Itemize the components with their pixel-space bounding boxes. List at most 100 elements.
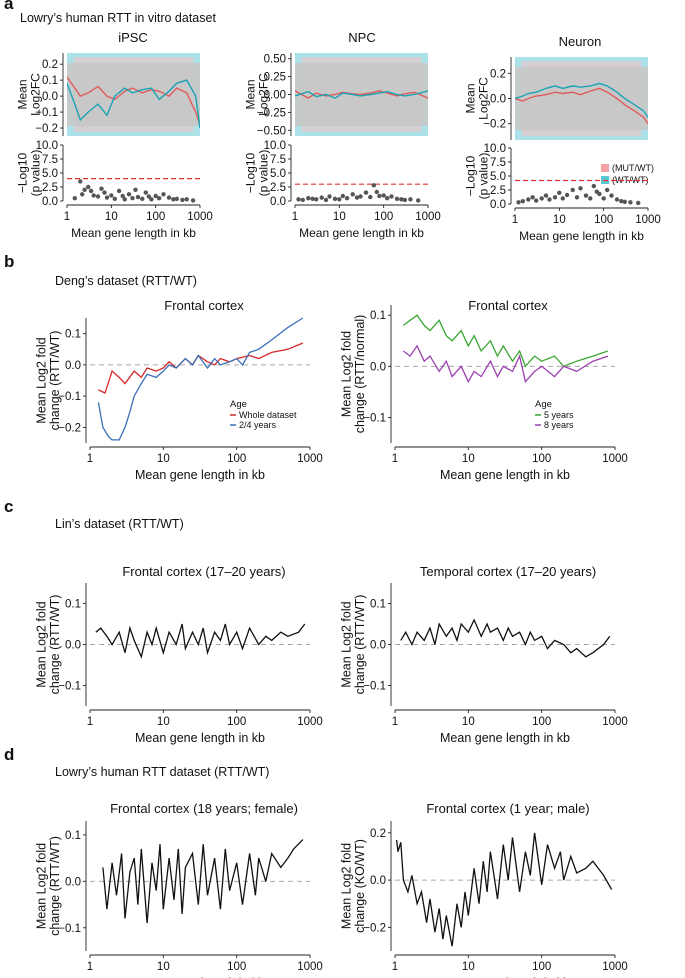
- a-neuron-p-point: [552, 195, 558, 200]
- b-right-xtick-label: 100: [532, 453, 551, 465]
- a-neuron-p-ylabel-line: −Log10: [464, 155, 478, 196]
- d-left-ytick-label: 0.1: [65, 830, 81, 842]
- a-ipsc-fc-ytick-label: 0.0: [42, 91, 58, 103]
- a-neuron-p-point: [539, 196, 544, 201]
- panel-label-b: b: [4, 252, 15, 271]
- d-left-xtick-label: 1000: [297, 961, 323, 973]
- d-right-xtick-label: 100: [532, 961, 551, 973]
- a-npc-fc-ytick-label: 0.25: [264, 72, 286, 84]
- a-ipsc-p-point: [116, 188, 122, 194]
- d-right-xtick-label: 1000: [602, 961, 628, 973]
- b-right-legend-label: 8 years: [544, 420, 574, 430]
- b-left-title: Frontal cortex: [164, 298, 244, 313]
- a-npc-p-point: [408, 197, 413, 202]
- b-left-ylabel-line: change (RTT/WT): [48, 331, 62, 431]
- b-left-xtick-label: 100: [227, 453, 246, 465]
- d-right-title: Frontal cortex (1 year; male): [426, 801, 589, 816]
- a-ipsc-p-point: [161, 192, 166, 197]
- a-npc-fc-ytick-label: −0.25: [257, 107, 286, 119]
- a-ipsc-fc-ytick-label: 0.2: [42, 59, 58, 71]
- a-neuron-p-point: [516, 200, 521, 205]
- a-ipsc-p-point: [95, 194, 101, 199]
- a-neuron-p-ylabel-line: (p value): [477, 153, 491, 200]
- b-right-ylabel-line: Mean Log2 fold: [339, 331, 353, 417]
- a-npc-p-point: [394, 196, 400, 201]
- a-neuron-p-point: [628, 200, 633, 205]
- a-ipsc-p-ytick-label: 2.5: [42, 182, 58, 194]
- a-ipsc-fc-title: iPSC: [118, 30, 148, 45]
- a-neuron-p-point: [526, 197, 531, 202]
- a-npc-p-point: [310, 196, 315, 201]
- a-npc-p-xtick-label: 10: [333, 211, 346, 223]
- d-left-title: Frontal cortex (18 years; female): [110, 801, 298, 816]
- a-ipsc-p-point: [86, 184, 91, 190]
- d-left-series-0: [102, 839, 304, 924]
- c-left-ytick-label: −0.1: [58, 681, 81, 693]
- b-left-legend-label: Whole dataset: [239, 410, 297, 420]
- a-ipsc-p-point: [140, 196, 145, 201]
- a-npc-p-point: [389, 194, 394, 199]
- a-ipsc-p-point: [174, 196, 179, 201]
- b-right-title: Frontal cortex: [468, 298, 548, 313]
- a-ipsc-p-point: [88, 188, 94, 194]
- a-npc-fc-series-1: [295, 90, 428, 99]
- d-left-ytick-label: −0.1: [58, 923, 81, 935]
- a-neuron-p-point: [588, 196, 593, 201]
- a-npc-fc-title: NPC: [348, 30, 375, 45]
- d-right-ytick-label: 0.0: [370, 875, 386, 887]
- legend-label-mut: (MUT/WT): [612, 163, 654, 173]
- c-right-title: Temporal cortex (17–20 years): [420, 564, 596, 579]
- a-neuron-p-point: [619, 199, 624, 204]
- a-neuron-p-point: [614, 197, 620, 202]
- a-npc-p-point: [344, 196, 350, 201]
- a-npc-p-point: [337, 197, 342, 202]
- d-left-ylabel-line: Mean Log2 fold: [34, 843, 48, 929]
- a-npc-p-point: [350, 192, 355, 197]
- a-npc-p-point: [296, 197, 301, 202]
- a-npc-p-point: [300, 197, 305, 203]
- a-neuron-p-point: [609, 193, 614, 198]
- a-ipsc-p-point: [133, 187, 138, 192]
- a-ipsc-p-point: [153, 193, 158, 199]
- a-neuron-fc-ytick-label: 0.2: [490, 68, 506, 80]
- a-neuron-p-xtick-label: 1000: [635, 214, 661, 226]
- c-left-xlabel: Mean gene length in kb: [135, 731, 265, 745]
- a-ipsc-p-point: [122, 197, 127, 202]
- a-ipsc-p-point: [171, 197, 176, 202]
- a-npc-p-point: [358, 194, 363, 199]
- d-right-xlabel: Mean gene length in kb: [440, 976, 570, 978]
- b-right-ytick-label: −0.1: [363, 412, 386, 424]
- a-npc-p-point: [354, 195, 360, 200]
- c-left-series-0: [95, 623, 306, 659]
- a-npc-fc-series-0: [295, 90, 428, 99]
- a-ipsc-p-point: [180, 197, 185, 203]
- a-neuron-p-ytick-label: 2.5: [490, 185, 506, 197]
- a-neuron-p-xlabel: Mean gene length in kb: [519, 229, 644, 243]
- a-ipsc-fc-plot-area: [67, 53, 200, 136]
- c-left-xtick-label: 1: [87, 716, 93, 728]
- a-ipsc-fc-ytick-label: −0.1: [35, 107, 58, 119]
- c-right-ylabel-line: change (RTT/WT): [353, 595, 367, 695]
- a-npc-fc-ylabel-line: Mean: [244, 79, 258, 109]
- a-neuron-p-point: [564, 192, 570, 198]
- a-npc-fc-ytick-label: 0.50: [264, 54, 286, 66]
- a-npc-p-ylabel-line: −Log10: [244, 152, 258, 193]
- a-neuron-p-point: [636, 200, 641, 206]
- b-left-series-0: [98, 342, 304, 394]
- a-npc-p-point: [385, 196, 390, 201]
- a-npc-p-point: [368, 194, 373, 200]
- a-ipsc-p-point: [149, 197, 154, 202]
- d-right-ylabel-line: Mean Log2 fold: [339, 843, 353, 929]
- a-neuron-p-point: [570, 187, 575, 193]
- a-npc-p-ylabel-line: (p value): [257, 150, 271, 197]
- a-npc-p-point: [399, 197, 404, 202]
- a-ipsc-p-ytick-label: 0.0: [42, 196, 58, 208]
- a-ipsc-fc-band-overlap: [67, 62, 200, 127]
- b-left-ytick-label: −0.1: [58, 391, 81, 403]
- a-ipsc-fc-ytick-label: 0.1: [42, 75, 58, 87]
- b-right-ylabel: Mean Log2 fold change (RTT/normal): [339, 315, 367, 434]
- a-npc-fc-plot-area: [295, 53, 428, 136]
- c-left-title: Frontal cortex (17–20 years): [122, 564, 285, 579]
- b-right-xtick-label: 1: [392, 453, 398, 465]
- d-left-ylabel-line: change (RTT/WT): [48, 836, 62, 936]
